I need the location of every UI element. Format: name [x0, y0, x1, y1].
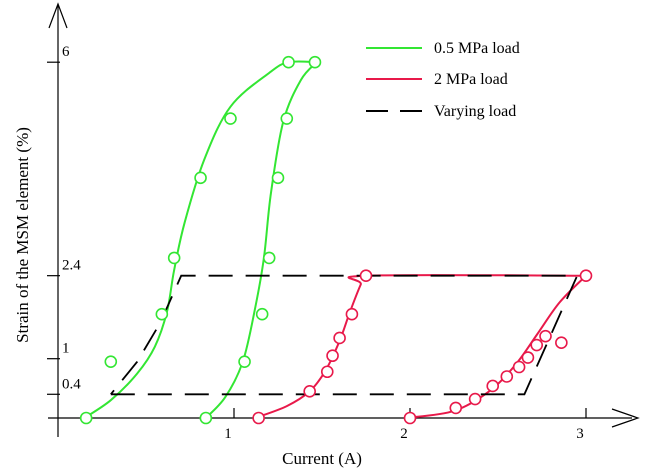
x-tick-label: 1 — [224, 426, 232, 442]
series-1-point — [530, 338, 544, 352]
y-tick-label: 6 — [62, 44, 70, 60]
series-1-point — [521, 351, 535, 364]
series-1-point — [303, 385, 316, 398]
series-0-point — [280, 112, 294, 125]
x-axis-label: Current (A) — [282, 449, 362, 468]
series-0-point — [155, 307, 169, 321]
series-1-point — [468, 392, 482, 406]
series-1-point — [252, 411, 265, 425]
x-axis-arrow — [611, 408, 640, 428]
series-0-point — [308, 55, 322, 69]
series-0-point — [194, 171, 207, 185]
x-tick-label: 3 — [576, 426, 584, 442]
axes — [48, 2, 640, 437]
legend-label-1: 2 MPa load — [434, 71, 508, 88]
legend-item-1: 2 MPa load — [366, 71, 508, 88]
legend-label-2: Varying load — [434, 103, 516, 120]
x-tick-label: 2 — [400, 426, 408, 442]
series-0-point — [167, 251, 181, 265]
legend-item-2: Varying load — [366, 103, 516, 120]
y-tick-label: 0.4 — [62, 376, 81, 392]
series-2-line-0 — [110, 274, 579, 396]
series-1-point — [403, 411, 417, 425]
y-axis-label: Strain of the MSM element (%) — [13, 127, 32, 343]
series-0-point — [282, 55, 295, 69]
y-axis-arrow — [48, 2, 68, 29]
series-1-point — [345, 307, 359, 321]
series-0-point — [255, 307, 269, 321]
legend: 0.5 MPa load 2 MPa load Varying load — [366, 40, 520, 120]
legend-label-0: 0.5 MPa load — [434, 40, 520, 57]
series-0-line-0 — [83, 60, 317, 419]
series-0-point — [104, 355, 118, 368]
legend-item-0: 0.5 MPa load — [366, 40, 520, 57]
series-1-point — [579, 269, 593, 282]
series-0-point — [224, 112, 237, 125]
y-tick-label: 1 — [62, 341, 70, 357]
series-0-line-1 — [205, 61, 318, 419]
series-0-point — [238, 355, 251, 368]
series-0-point — [199, 411, 213, 425]
series-0-point — [262, 251, 276, 265]
markers-layer — [79, 55, 593, 425]
series-1-point — [320, 365, 334, 379]
series-0-point — [271, 171, 285, 185]
series-1-point — [539, 329, 552, 343]
series-1-point — [449, 401, 463, 415]
series-1-point — [359, 269, 373, 282]
y-tick-label: 2.4 — [62, 258, 81, 274]
series-1-point — [326, 349, 339, 363]
ticks: 1 2 3 0.4 1 2.4 6 — [47, 44, 587, 442]
series-1-point — [486, 379, 500, 393]
series-1-point — [555, 336, 568, 349]
series-0-point — [79, 411, 93, 425]
series-1-point — [500, 370, 514, 383]
series-1-point — [333, 331, 346, 345]
series-1-point — [512, 360, 526, 374]
